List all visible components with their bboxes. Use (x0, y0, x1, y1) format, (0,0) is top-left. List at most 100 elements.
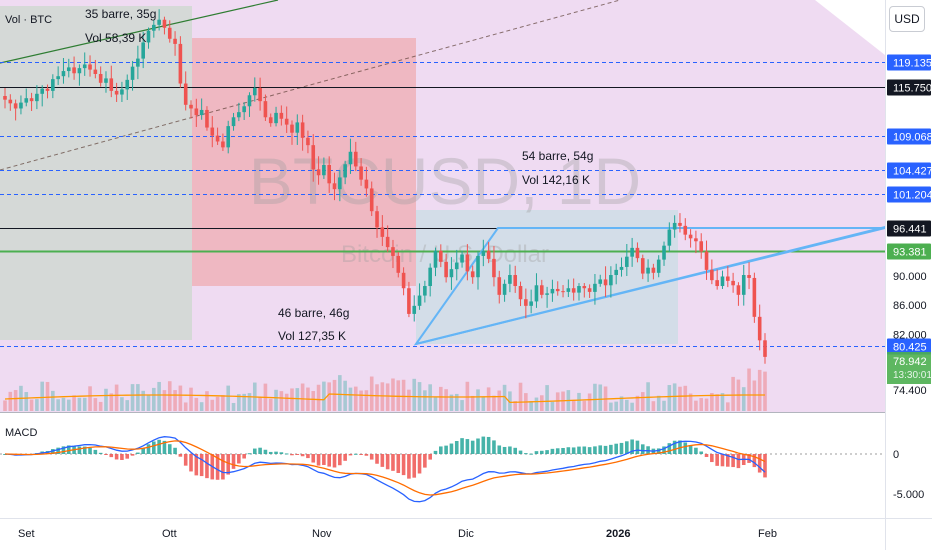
volume-indicator-label[interactable]: Vol · BTC (5, 14, 52, 26)
candle-body (747, 275, 751, 278)
macd-histogram-bar (231, 454, 236, 469)
candle-body (497, 277, 502, 295)
candle-body (614, 269, 618, 276)
macd-histogram-bar (258, 447, 262, 454)
macd-histogram-bar (284, 453, 289, 455)
volume-bar (688, 393, 693, 411)
wedge-lower-line[interactable] (415, 227, 886, 345)
candle-body (51, 79, 55, 91)
volume-bar (359, 390, 363, 411)
macd-histogram-bar (136, 452, 140, 454)
volume-bar (741, 387, 746, 411)
time-axis[interactable]: Set Ott Nov Dic 2026 Feb (18, 528, 777, 540)
volume-bar (720, 393, 725, 411)
candle-body (316, 169, 321, 176)
time-tick-label: Dic (458, 528, 474, 540)
volume-bar (51, 390, 55, 411)
macd-histogram-bar (534, 451, 539, 454)
macd-histogram-bar (385, 454, 390, 470)
volume-bar (104, 388, 108, 411)
macd-histogram-bar (247, 453, 252, 455)
volume-bar (274, 389, 278, 411)
candle-body (439, 250, 443, 262)
candle-body (221, 141, 225, 148)
price-axis[interactable]: 119.135 115.750 109.068 104.427 101.204 96.44… (887, 54, 932, 398)
macd-histogram-bar (162, 440, 167, 454)
candle-body (338, 177, 342, 190)
volume-bar (534, 397, 539, 411)
level-price-tag-bg (887, 220, 931, 237)
macd-histogram-bar (587, 447, 592, 454)
volume-bar (508, 391, 512, 411)
macd-histogram-bar (465, 439, 470, 454)
macd-indicator-label[interactable]: MACD (5, 427, 37, 439)
macd-histogram-bar (428, 454, 432, 460)
candle-body (104, 78, 108, 83)
level-price-tag: 119.135 (893, 58, 932, 70)
volume-bar (683, 385, 688, 411)
candle-body (130, 66, 135, 80)
volume-bar (513, 401, 518, 411)
currency-button[interactable]: USD (889, 6, 925, 32)
candle-body (396, 255, 401, 273)
volume-bar (194, 397, 199, 411)
range3-volume-label: Vol 142,16 K (522, 173, 590, 187)
candle-body (189, 104, 193, 109)
volume-bar (651, 401, 656, 411)
volume-bar (481, 396, 486, 411)
candle-body (566, 288, 571, 292)
volume-bar (88, 386, 92, 411)
volume-bar (173, 390, 177, 411)
volume-bar (268, 398, 273, 411)
volume-bar (694, 400, 698, 411)
volume-bar (407, 389, 411, 411)
volume-bar (609, 402, 613, 411)
volume-bar (152, 387, 156, 411)
macd-histogram-bar (215, 454, 220, 480)
macd-histogram-bar (77, 446, 82, 454)
volume-bar (518, 382, 523, 411)
volume-bar (189, 387, 193, 411)
macd-histogram-bar (157, 439, 161, 454)
macd-histogram-bar (237, 454, 241, 464)
candle-body (120, 89, 124, 95)
macd-histogram-bar (614, 443, 618, 454)
macd-histogram-bar (439, 446, 443, 454)
date-range-red[interactable] (192, 38, 416, 286)
candle-body (82, 64, 87, 69)
candle-body (518, 286, 523, 300)
macd-histogram-bar (481, 436, 486, 454)
macd-line (4, 436, 766, 503)
volume-bar (667, 385, 672, 411)
time-tick-label: Ott (162, 528, 177, 540)
volume-bar (656, 395, 661, 411)
candle-body (24, 98, 29, 103)
date-range-teal[interactable] (416, 210, 678, 344)
volume-bar (385, 383, 390, 411)
price-tick-label: 86.000 (893, 300, 927, 312)
channel-upper-line[interactable] (0, 0, 279, 64)
candle-body (45, 88, 50, 91)
date-range-green-1[interactable] (0, 6, 192, 340)
volume-bar (72, 395, 76, 411)
macd-histogram-bar (56, 447, 60, 454)
candle-body (136, 58, 140, 67)
macd-histogram-bar (609, 444, 613, 454)
candle-body (625, 256, 629, 267)
volume-bar (550, 401, 555, 411)
macd-histogram-bar (449, 443, 454, 454)
candle-body (508, 275, 512, 284)
channel-mid-dashed-line[interactable] (0, 0, 621, 171)
macd-axis[interactable]: 0 -5.000 (893, 449, 924, 501)
volume-bar (577, 392, 581, 411)
volume-bar (141, 390, 145, 411)
volume-bar (295, 388, 300, 411)
macd-histogram-bar (513, 447, 518, 454)
macd-histogram-bar (322, 454, 326, 465)
macd-histogram-bar (109, 454, 114, 458)
macd-histogram-bar (369, 454, 374, 460)
volume-bar (146, 395, 151, 411)
volume-bar (348, 387, 353, 411)
candle-body (550, 288, 555, 294)
